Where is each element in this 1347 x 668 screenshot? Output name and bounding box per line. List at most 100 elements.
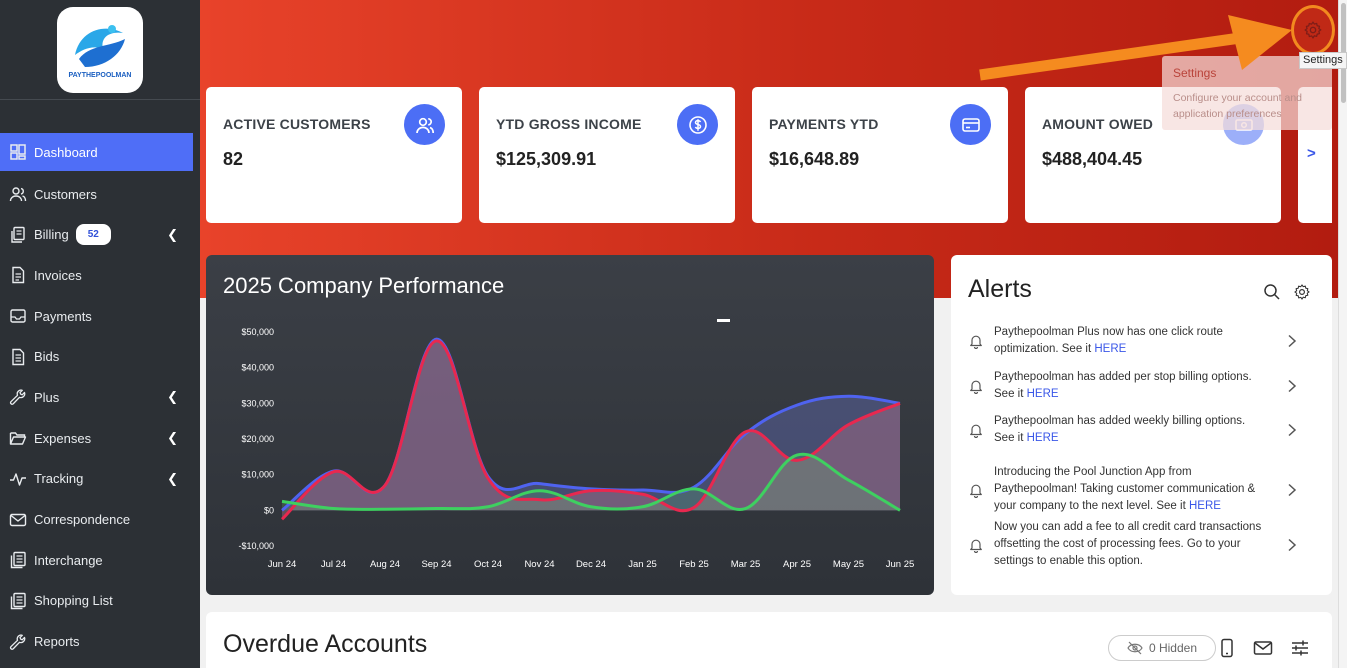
- sidebar-item-payments[interactable]: Payments: [0, 296, 200, 337]
- logo-area: PAYTHEPOOLMAN: [0, 0, 200, 100]
- x-tick-label: Dec 24: [576, 559, 606, 570]
- stat-card-ytd-gross-income[interactable]: YTD GROSS INCOME $125,309.91: [479, 87, 735, 223]
- filter-sliders-icon[interactable]: [1290, 638, 1310, 658]
- file-text-icon: [9, 348, 27, 366]
- alert-item[interactable]: Paythepoolman has added per stop billing…: [968, 369, 1308, 403]
- x-tick-label: Jan 25: [628, 559, 657, 570]
- alert-here-link[interactable]: HERE: [1188, 500, 1221, 512]
- sidebar-item-customers[interactable]: Customers: [0, 174, 200, 215]
- stat-value: $488,404.45: [1042, 149, 1143, 169]
- series-area-1: [282, 339, 900, 511]
- chevron-left-icon[interactable]: ❮: [167, 430, 178, 446]
- x-tick-label: Jul 24: [321, 559, 346, 570]
- sidebar-item-expenses[interactable]: Expenses ❮: [0, 418, 200, 459]
- alert-item[interactable]: Paythepoolman Plus now has one click rou…: [968, 324, 1308, 358]
- bell-icon: [970, 484, 982, 498]
- stat-card-active-customers[interactable]: ACTIVE CUSTOMERS 82: [206, 87, 462, 223]
- sidebar-item-label: Billing: [34, 227, 69, 243]
- sidebar-item-reports[interactable]: Reports: [0, 621, 200, 662]
- chevron-left-icon[interactable]: ❮: [167, 470, 178, 486]
- chart-title: 2025 Company Performance: [223, 273, 505, 298]
- hidden-count-label: 0 Hidden: [1148, 641, 1198, 655]
- alert-here-link[interactable]: HERE: [1026, 432, 1059, 444]
- sidebar-item-interchange[interactable]: Interchange: [0, 540, 200, 581]
- wrench-report-icon: [9, 633, 27, 651]
- wrench-icon: [9, 388, 27, 406]
- overdue-title: Overdue Accounts: [223, 630, 428, 658]
- sidebar-item-label: Plus: [34, 389, 60, 405]
- x-tick-label: May 25: [833, 559, 864, 570]
- stat-value: 82: [223, 149, 244, 169]
- sidebar-item-dashboard[interactable]: Dashboard: [0, 133, 193, 171]
- alert-text: Paythepoolman Plus now has one click rou…: [994, 326, 1223, 355]
- document-icon: [9, 266, 27, 284]
- x-tick-label: Apr 25: [783, 559, 811, 570]
- settings-popover-description: Configure your account and application p…: [1173, 92, 1302, 120]
- alert-text: Now you can add a fee to all credit card…: [994, 521, 1262, 567]
- users-icon: [9, 185, 27, 203]
- search-icon[interactable]: [1263, 283, 1281, 301]
- sidebar-item-plus[interactable]: Plus ❮: [0, 377, 200, 418]
- x-tick-label: Jun 25: [886, 559, 915, 570]
- scrollbar-track[interactable]: [1338, 0, 1347, 668]
- alert-here-link[interactable]: HERE: [1094, 343, 1127, 355]
- sidebar-item-bids[interactable]: Bids: [0, 336, 200, 377]
- sidebar-item-label: Interchange: [34, 552, 103, 568]
- chevron-left-icon[interactable]: ❮: [167, 389, 178, 405]
- alert-here-link[interactable]: HERE: [1026, 388, 1059, 400]
- sidebar-item-invoices[interactable]: Invoices: [0, 255, 200, 296]
- envelope-icon[interactable]: [1253, 638, 1273, 658]
- next-chevron: >: [1307, 145, 1316, 162]
- overdue-accounts-panel: Overdue Accounts 0 Hidden: [206, 612, 1332, 668]
- users-icon: [404, 104, 445, 145]
- x-tick-label: Feb 25: [679, 559, 709, 570]
- alert-item[interactable]: Introducing the Pool Junction App from P…: [968, 464, 1308, 515]
- bell-icon: [970, 539, 982, 553]
- gear-icon[interactable]: [1293, 283, 1311, 301]
- sidebar-item-label: Shopping List: [34, 593, 113, 609]
- chevron-right-icon[interactable]: [1286, 334, 1298, 348]
- chevron-left-icon[interactable]: ❮: [167, 226, 178, 242]
- eye-off-icon: [1127, 641, 1143, 655]
- mobile-phone-icon[interactable]: [1217, 638, 1237, 658]
- alert-text: Paythepoolman has added weekly billing o…: [994, 415, 1246, 444]
- sidebar-item-shopping-list[interactable]: Shopping List: [0, 581, 200, 622]
- svg-text:PAYTHEPOOLMAN: PAYTHEPOOLMAN: [68, 72, 131, 79]
- series-line-3: [281, 452, 901, 512]
- sidebar-nav: Dashboard Customers Billing 52 ❮ Invoices Paym…: [0, 133, 200, 662]
- alert-text: Paythepoolman has added per stop billing…: [994, 371, 1252, 400]
- bell-icon: [970, 380, 982, 394]
- performance-chart: $50,000 $40,000 $30,000 $20,000 $10,000 $0 -$1…: [238, 327, 915, 570]
- alert-item[interactable]: Paythepoolman has added weekly billing o…: [968, 413, 1308, 447]
- brand-logo[interactable]: PAYTHEPOOLMAN: [57, 6, 143, 93]
- stat-value: $125,309.91: [496, 149, 597, 169]
- x-tick-label: Oct 24: [474, 559, 502, 570]
- sidebar-item-tracking[interactable]: Tracking ❮: [0, 459, 200, 500]
- chevron-right-icon[interactable]: [1286, 379, 1298, 393]
- y-tick-label: $0: [264, 505, 274, 515]
- bell-icon: [970, 424, 982, 438]
- sidebar-item-label: Bids: [34, 349, 60, 365]
- settings-gear-button[interactable]: [1291, 5, 1335, 55]
- chevron-right-icon[interactable]: [1286, 483, 1298, 497]
- chevron-right-icon[interactable]: [1286, 538, 1298, 552]
- stat-card-payments-ytd[interactable]: PAYMENTS YTD $16,648.89: [752, 87, 1008, 223]
- mail-icon: [9, 511, 27, 529]
- stat-label: PAYMENTS YTD: [769, 116, 879, 132]
- settings-tooltip: Settings: [1299, 52, 1347, 69]
- credit-card-icon: [950, 104, 991, 145]
- sidebar-item-label: Reports: [34, 634, 80, 650]
- sidebar-item-correspondence[interactable]: Correspondence: [0, 499, 200, 540]
- alert-item[interactable]: Now you can add a fee to all credit card…: [968, 519, 1308, 570]
- chevron-right-icon[interactable]: [1286, 423, 1298, 437]
- y-tick-label: $40,000: [241, 363, 274, 373]
- y-tick-label: $20,000: [241, 434, 274, 444]
- chart-legend-marker[interactable]: [717, 319, 730, 322]
- y-tick-label: $50,000: [241, 327, 274, 337]
- hidden-toggle-button[interactable]: 0 Hidden: [1108, 635, 1216, 661]
- alerts-title: Alerts: [968, 275, 1032, 303]
- stat-label: AMOUNT OWED: [1042, 116, 1154, 132]
- sidebar-item-label: Correspondence: [34, 512, 131, 528]
- sidebar-item-billing[interactable]: Billing 52 ❮: [0, 214, 200, 255]
- dollar-circle-icon: [677, 104, 718, 145]
